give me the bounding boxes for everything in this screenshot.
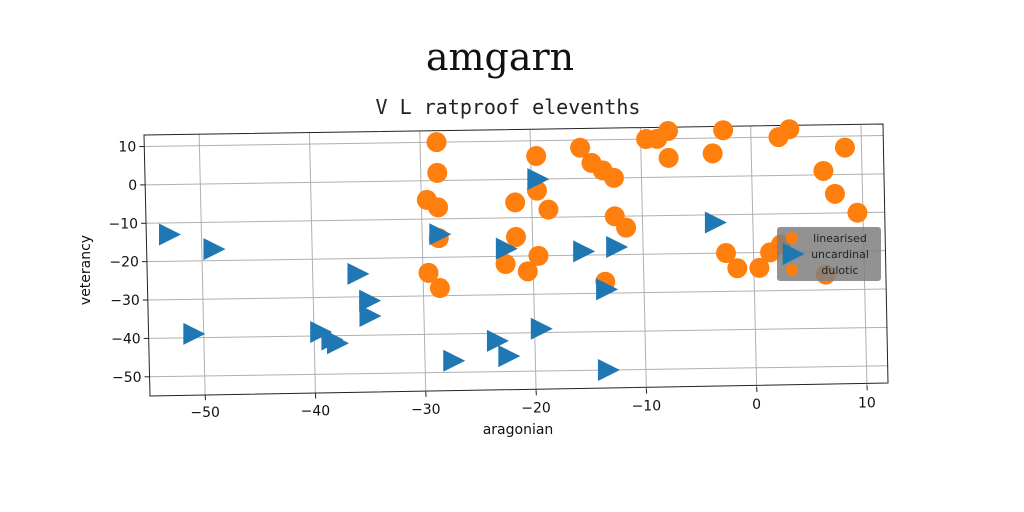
data-point xyxy=(658,147,679,168)
y-tick-label: 10 xyxy=(118,140,136,156)
data-point xyxy=(526,146,547,167)
data-point xyxy=(428,197,449,218)
x-axis-label: aragonian xyxy=(483,422,554,438)
data-point xyxy=(528,245,549,266)
data-point xyxy=(573,240,596,263)
data-point xyxy=(847,202,868,223)
x-tick-label: −40 xyxy=(301,404,331,420)
data-point xyxy=(505,192,526,213)
data-point xyxy=(327,332,350,355)
chart-subtitle: V L ratproof elevenths xyxy=(376,95,641,119)
legend: linearised uncardinal dulotic xyxy=(777,227,881,281)
x-gridline xyxy=(308,132,316,394)
x-gridline xyxy=(419,130,427,392)
x-gridline xyxy=(639,127,647,389)
x-tick-label: −50 xyxy=(190,405,220,421)
data-point xyxy=(418,262,439,283)
legend-marker xyxy=(786,264,798,276)
y-gridline xyxy=(146,211,886,224)
data-point xyxy=(310,321,333,344)
x-tick-label: −30 xyxy=(411,402,441,418)
data-point xyxy=(834,137,855,158)
data-point xyxy=(359,304,382,327)
data-point xyxy=(596,278,619,301)
data-point xyxy=(486,329,509,352)
y-gridline xyxy=(148,326,888,339)
x-tick-label: 10 xyxy=(858,395,876,411)
legend-label: linearised xyxy=(813,232,867,245)
legend-marker xyxy=(782,243,805,265)
x-gridline xyxy=(750,125,758,387)
data-point xyxy=(658,121,679,142)
x-tick-label: 0 xyxy=(752,397,761,413)
data-point xyxy=(597,358,620,381)
data-point xyxy=(704,211,727,234)
data-point xyxy=(495,237,518,260)
x-tick-label: −10 xyxy=(632,399,662,415)
data-point xyxy=(749,257,770,278)
y-gridline xyxy=(149,365,889,378)
y-tick-label: −40 xyxy=(111,331,141,347)
data-point xyxy=(616,217,637,238)
legend-box xyxy=(777,227,881,281)
data-point xyxy=(530,317,553,340)
data-point xyxy=(495,254,516,275)
data-point xyxy=(443,349,466,372)
y-gridline xyxy=(145,173,885,186)
y-axis-label: veterancy xyxy=(78,235,94,305)
data-point xyxy=(570,137,591,158)
chart-title: amgarn xyxy=(426,35,574,79)
y-tick-label: −10 xyxy=(108,216,138,232)
legend-label: dulotic xyxy=(821,264,858,277)
data-point xyxy=(813,160,834,181)
data-point xyxy=(203,238,226,261)
x-gridline xyxy=(198,134,206,396)
data-point xyxy=(779,119,800,140)
y-gridline xyxy=(147,288,887,301)
data-point xyxy=(727,258,748,279)
data-point xyxy=(527,168,550,191)
data-point xyxy=(824,183,845,204)
data-point xyxy=(159,223,182,246)
legend-label: uncardinal xyxy=(811,248,869,261)
y-tick-label: −30 xyxy=(110,293,140,309)
data-point xyxy=(429,223,452,246)
y-tick-label: 0 xyxy=(128,178,137,194)
data-point xyxy=(183,322,206,345)
data-point xyxy=(517,261,538,282)
data-point xyxy=(427,162,448,183)
data-point xyxy=(347,262,370,285)
y-tick-label: −20 xyxy=(109,255,139,271)
x-tick-label: −20 xyxy=(521,400,551,416)
data-point xyxy=(498,345,521,368)
data-point xyxy=(702,143,723,164)
y-gridline xyxy=(144,135,884,148)
data-point xyxy=(359,289,382,312)
data-point xyxy=(713,120,734,141)
data-point xyxy=(603,167,624,188)
plot-frame xyxy=(143,123,889,397)
y-tick-label: −50 xyxy=(112,370,142,386)
data-point xyxy=(538,199,559,220)
data-point xyxy=(426,132,447,153)
data-point xyxy=(606,236,629,259)
plot-area: −50 −40 −30 −20 −10 0 10 −50 −40 −30 −20 −10 0 10 xyxy=(108,119,889,421)
data-point xyxy=(505,226,526,247)
data-point xyxy=(429,278,450,299)
data-point xyxy=(715,243,736,264)
legend-marker xyxy=(786,232,798,244)
